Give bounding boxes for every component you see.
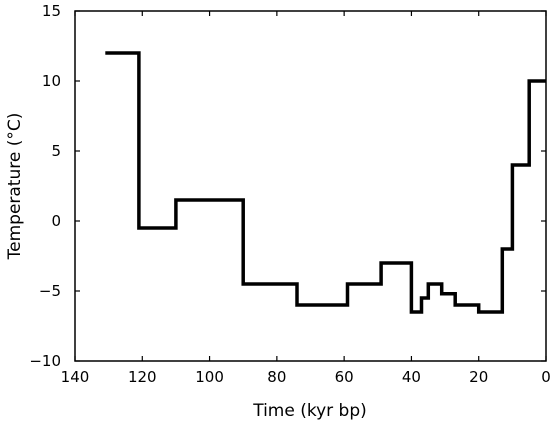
tick-labels: 140 120 100 80 60 40 20 0 15 10 5 0 −5 −10 <box>29 2 550 386</box>
y-tick-label-15: 15 <box>42 2 61 20</box>
x-tick-label-140: 140 <box>61 368 90 386</box>
x-tick-label-120: 120 <box>128 368 157 386</box>
y-tick-label-10: 10 <box>42 72 61 90</box>
y-tick-label-0: 0 <box>51 212 61 230</box>
y-tick-label--10: −10 <box>29 352 61 370</box>
temperature-series-line <box>105 51 546 314</box>
x-tick-label-40: 40 <box>402 368 421 386</box>
x-axis-label: Time (kyr bp) <box>252 401 367 421</box>
axis-ticks <box>74 10 547 362</box>
y-axis-label: Temperature (°C) <box>5 113 25 261</box>
y-tick-label-5: 5 <box>51 142 61 160</box>
x-tick-label-100: 100 <box>195 368 224 386</box>
y-tick-label--5: −5 <box>39 282 61 300</box>
x-tick-label-60: 60 <box>335 368 354 386</box>
plot-frame <box>74 10 547 362</box>
x-tick-label-20: 20 <box>469 368 488 386</box>
x-tick-label-80: 80 <box>267 368 286 386</box>
x-tick-label-0: 0 <box>541 368 551 386</box>
